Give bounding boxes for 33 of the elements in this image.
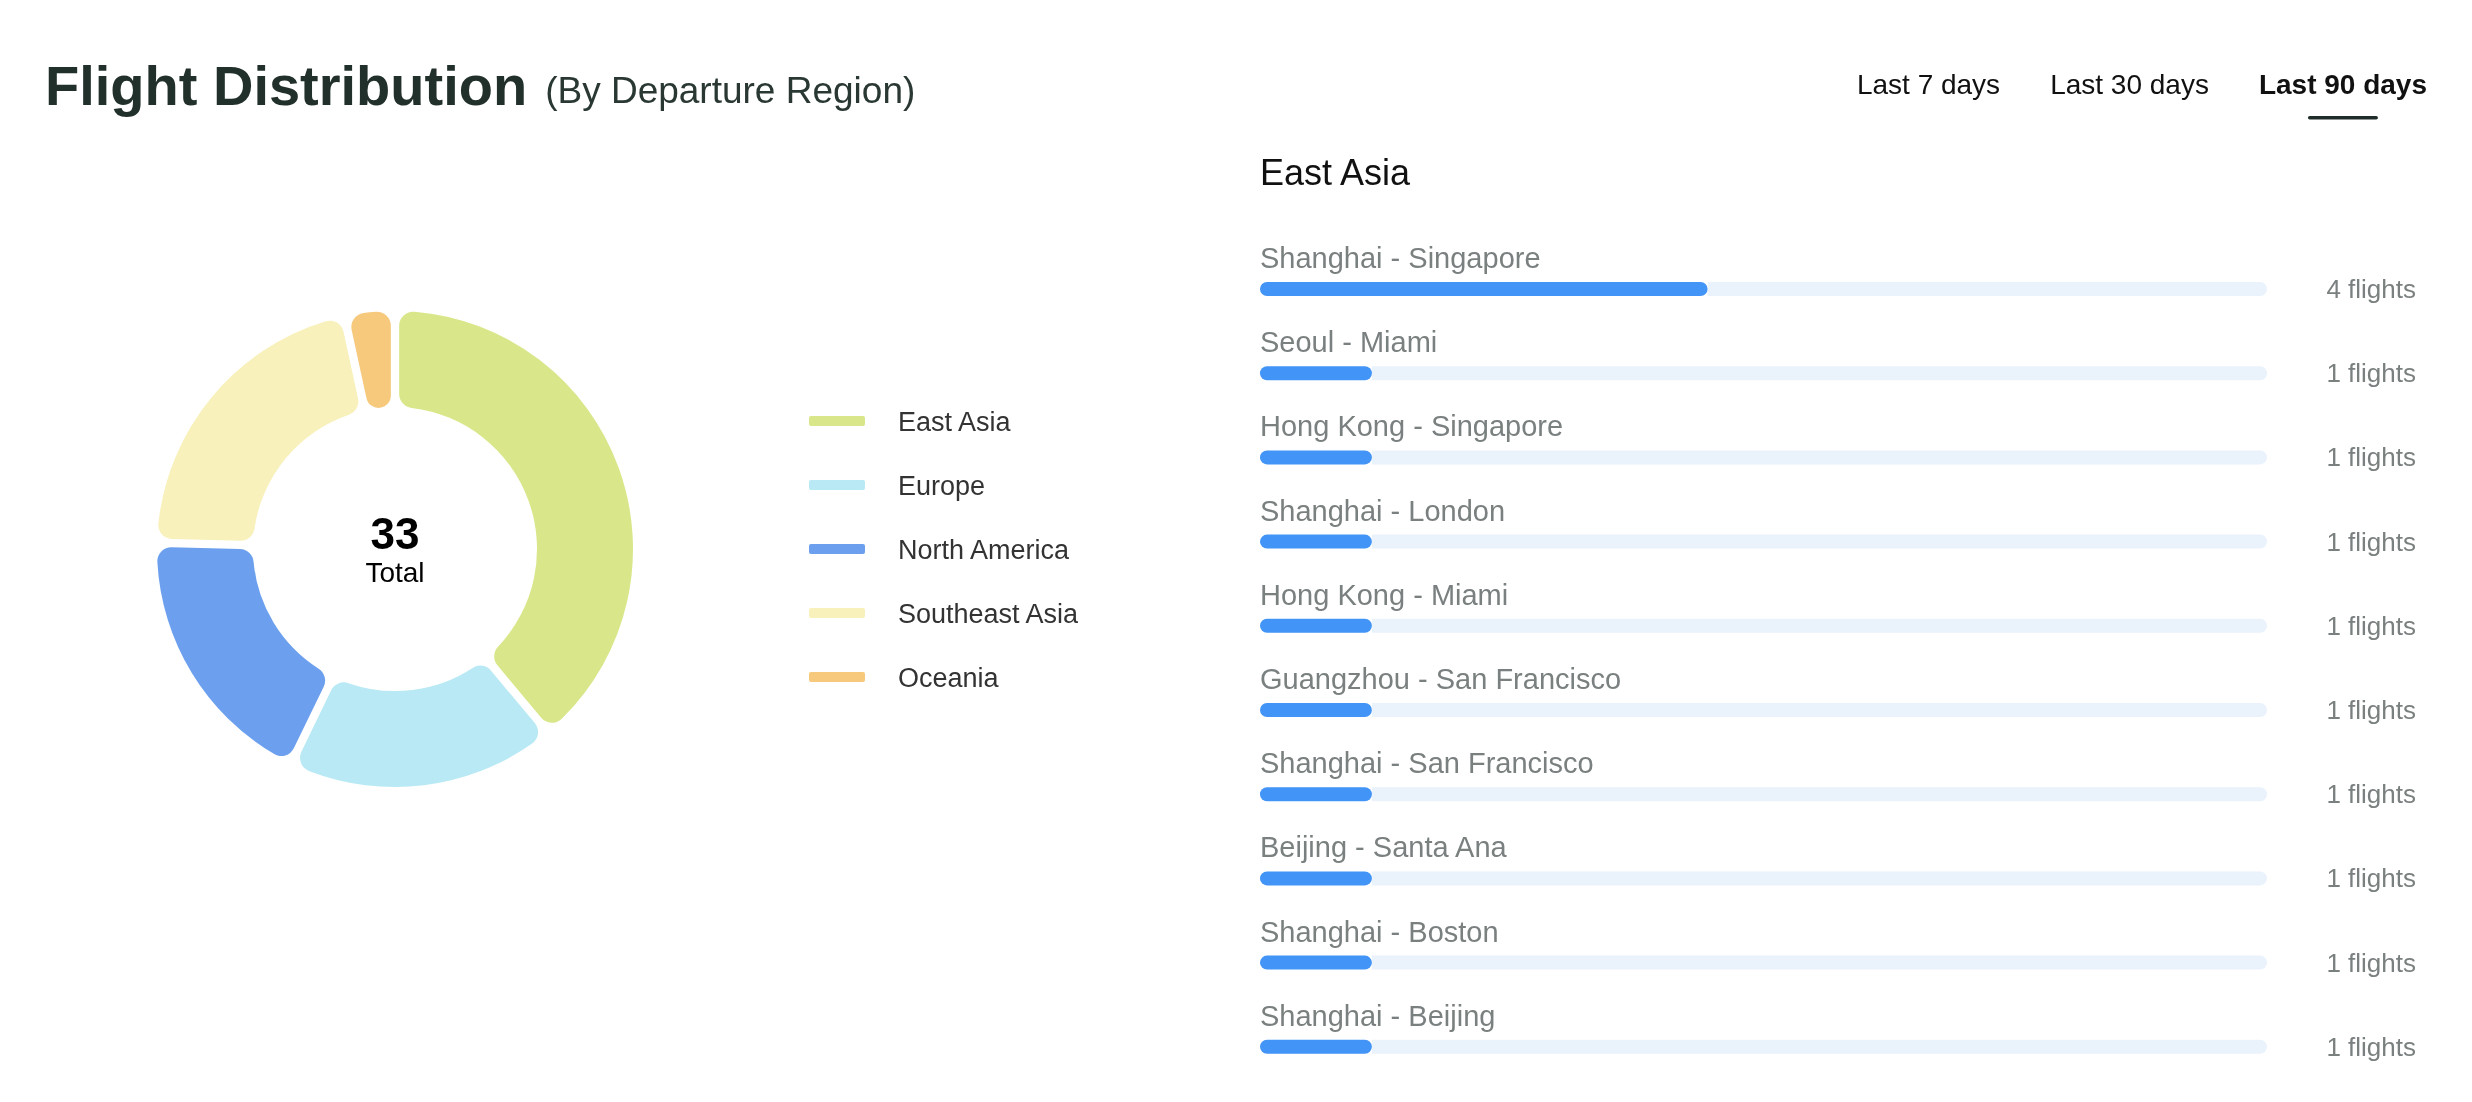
data-label: 1 flights: [2326, 610, 2416, 641]
data-label: 1 flights: [2326, 442, 2416, 473]
legend-label: East Asia: [898, 406, 1012, 437]
chart-title: Flight Distribution: [45, 54, 528, 117]
text: 33: [370, 509, 420, 558]
y-tick-label: Shanghai - London: [1260, 494, 1506, 527]
data-label: 1 flights: [2326, 947, 2416, 978]
y-tick-label: Shanghai - San Francisco: [1260, 747, 1594, 780]
data-label: 1 flights: [2326, 358, 2416, 389]
chart-subtitle: (By Departure Region): [545, 70, 916, 111]
data-label: 1 flights: [2326, 1031, 2416, 1062]
data-label: 1 flights: [2326, 695, 2416, 725]
text: Last 30 days: [2050, 69, 2209, 100]
y-tick-label: Guangzhou - San Francisco: [1260, 663, 1622, 695]
text: Last 90 days: [2258, 69, 2428, 100]
data-label: 1 flights: [2326, 779, 2416, 810]
text: Last 7 days: [1856, 69, 2001, 100]
y-tick-label: Beijing - Santa Ana: [1260, 831, 1508, 864]
y-tick-label: Hong Kong - Singapore: [1260, 410, 1564, 443]
y-tick-label: Shanghai - Singapore: [1260, 242, 1541, 274]
y-tick-label: Seoul - Miami: [1260, 326, 1438, 359]
legend-label: North America: [898, 534, 1071, 565]
chart-title: East Asia: [1260, 152, 1412, 193]
data-label: 4 flights: [2326, 274, 2416, 304]
data-label: 1 flights: [2326, 526, 2416, 557]
y-tick-label: Shanghai - Boston: [1260, 915, 1499, 948]
legend-label: Europe: [898, 470, 986, 501]
legend-label: Oceania: [898, 662, 1000, 693]
text: Total: [365, 557, 425, 588]
y-tick-label: Shanghai - Beijing: [1260, 999, 1496, 1032]
y-tick-label: Hong Kong - Miami: [1260, 578, 1509, 611]
legend-label: Southeast Asia: [898, 598, 1080, 629]
data-label: 1 flights: [2326, 863, 2416, 894]
